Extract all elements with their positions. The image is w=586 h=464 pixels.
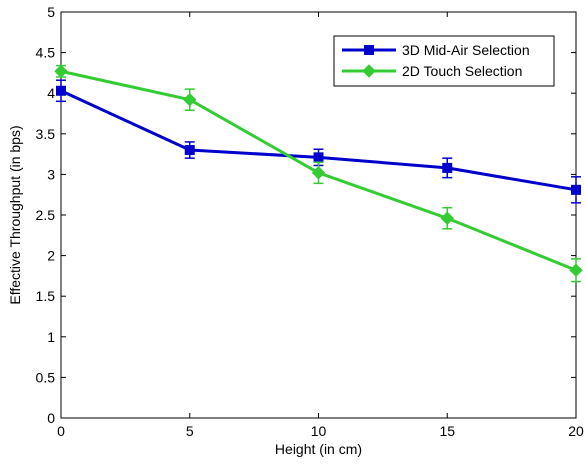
x-tick-label: 20 [568,423,584,439]
x-tick-label: 10 [311,423,327,439]
x-tick-label: 0 [57,423,65,439]
y-tick-label: 4.5 [36,45,56,61]
data-point [54,64,68,78]
series-1 [56,79,581,204]
y-tick-label: 1.5 [36,288,56,304]
data-point [442,162,453,173]
series-layer [54,64,583,283]
y-tick-label: 3 [47,166,55,182]
legend-label: 2D Touch Selection [402,63,522,79]
y-axis-label: Effective Throughput (in bps) [7,125,23,304]
x-axis-label: Height (in cm) [275,441,362,457]
y-tick-label: 0.5 [36,369,56,385]
y-tick-label: 4 [47,85,55,101]
data-point [184,145,195,156]
data-point [313,152,324,163]
y-tick-label: 3.5 [36,126,56,142]
y-tick-label: 5 [47,4,55,20]
data-point [440,211,454,225]
legend-label: 3D Mid-Air Selection [402,42,530,58]
x-tick-label: 5 [186,423,194,439]
y-tick-label: 2.5 [36,207,56,223]
data-point [364,45,374,55]
legend: 3D Mid-Air Selection 2D Touch Selection [333,35,555,87]
data-point [183,92,197,107]
plot-axes: 0 5 10 15 20 0 0.5 1 1.5 2 2.5 3 3.5 4 4.5 5 [36,4,584,439]
y-tick-label: 1 [47,329,55,345]
data-point [362,64,376,78]
data-point [571,184,581,195]
series-2 [54,64,583,283]
data-point [569,263,583,277]
data-point [311,166,326,180]
x-tick-label: 15 [439,423,455,439]
legend-item: 3D Mid-Air Selection [342,42,530,58]
y-tick-label: 0 [47,410,55,426]
data-point [56,85,66,96]
legend-item: 2D Touch Selection [342,63,522,79]
y-tick-label: 2 [47,248,55,264]
legend-box [333,35,555,87]
